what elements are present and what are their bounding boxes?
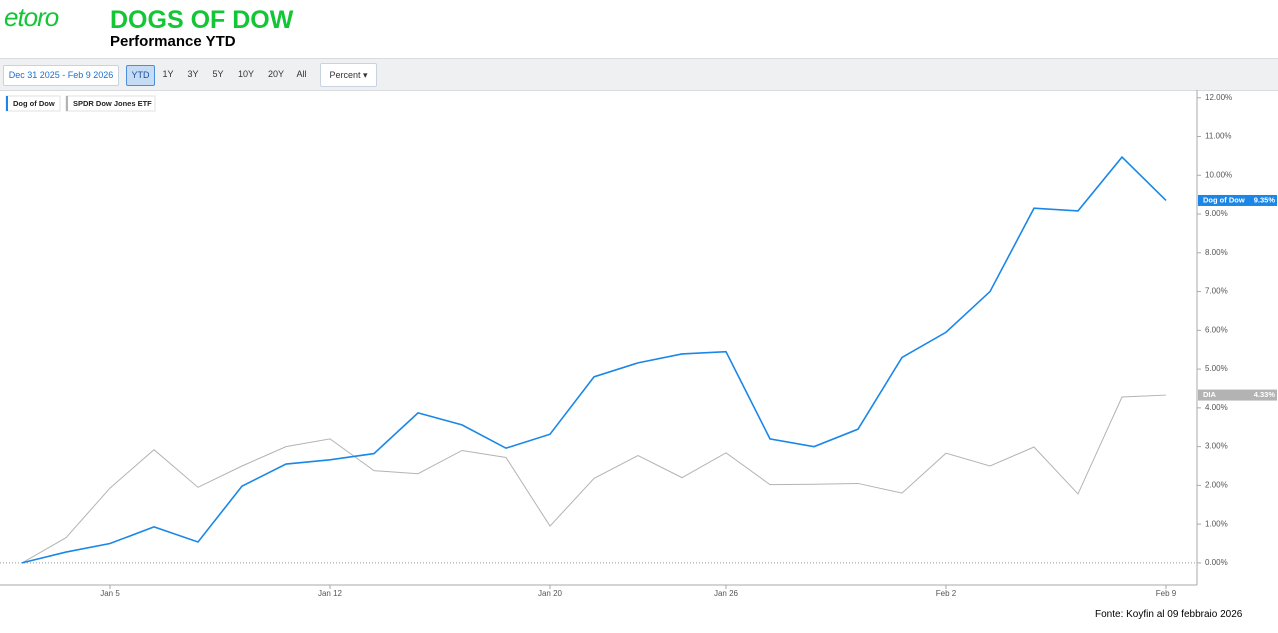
legend-label: SPDR Dow Jones ETF (73, 99, 152, 108)
y-tick-label: 1.00% (1205, 519, 1228, 528)
series-line (22, 395, 1166, 563)
badge-label: 4.33% (1254, 390, 1276, 399)
legend-swatch (6, 96, 8, 111)
x-tick-label: Jan 20 (538, 589, 563, 598)
legend-swatch (66, 96, 68, 111)
x-tick-label: Feb 9 (1156, 589, 1177, 598)
y-tick-label: 2.00% (1205, 480, 1228, 489)
y-tick-label: 4.00% (1205, 403, 1228, 412)
y-tick-label: 8.00% (1205, 248, 1228, 257)
x-tick-label: Jan 26 (714, 589, 739, 598)
y-tick-label: 5.00% (1205, 364, 1228, 373)
y-tick-label: 10.00% (1205, 170, 1232, 179)
legend-label: Dog of Dow (13, 99, 55, 108)
source: Fonte: Koyfin al 09 febbraio 2026 (1095, 609, 1242, 620)
y-tick-label: 11.00% (1205, 132, 1232, 141)
badge-label: 9.35% (1254, 195, 1276, 204)
series-line (22, 157, 1166, 563)
y-tick-label: 6.00% (1205, 325, 1228, 334)
y-tick-label: 7.00% (1205, 287, 1228, 296)
badge-name: DIA (1203, 390, 1217, 399)
y-tick-label: 9.00% (1205, 209, 1228, 218)
x-tick-label: Jan 12 (318, 589, 343, 598)
y-tick-label: 12.00% (1205, 93, 1232, 102)
y-tick-label: 3.00% (1205, 442, 1228, 451)
x-tick-label: Feb 2 (936, 589, 957, 598)
badge-name: Dog of Dow (1203, 195, 1245, 204)
y-tick-label: 0.00% (1205, 558, 1228, 567)
x-tick-label: Jan 5 (100, 589, 120, 598)
